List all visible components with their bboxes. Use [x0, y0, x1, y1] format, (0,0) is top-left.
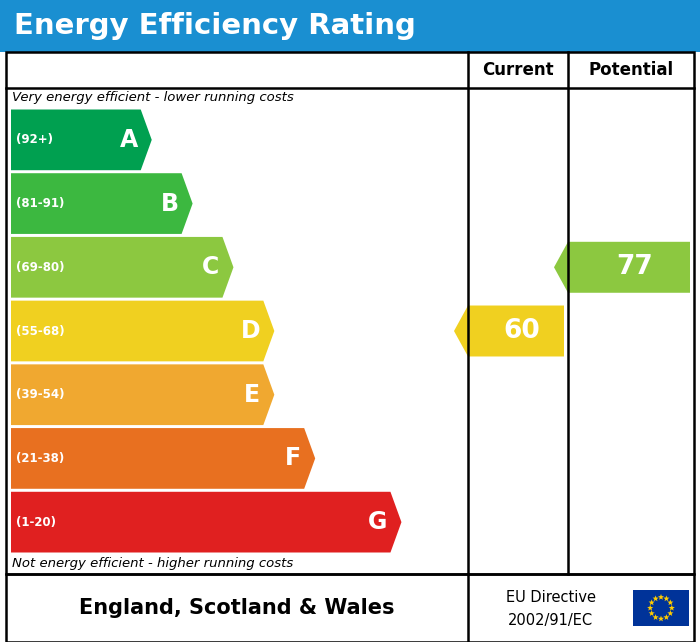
Bar	[0, 0, 700, 52]
Polygon shape	[658, 594, 664, 600]
Text: E: E	[244, 383, 260, 407]
Polygon shape	[664, 595, 669, 602]
Text: (81-91): (81-91)	[16, 197, 64, 210]
Polygon shape	[554, 242, 690, 293]
Text: D: D	[241, 319, 260, 343]
Polygon shape	[11, 300, 274, 361]
Text: B: B	[160, 191, 178, 216]
Polygon shape	[454, 306, 564, 356]
Text: 2002/91/EC: 2002/91/EC	[508, 612, 593, 628]
Polygon shape	[668, 605, 675, 611]
Bar	[633, 590, 689, 626]
Polygon shape	[11, 365, 274, 425]
Polygon shape	[648, 605, 653, 611]
Text: England, Scotland & Wales: England, Scotland & Wales	[79, 598, 395, 618]
Polygon shape	[11, 173, 192, 234]
Polygon shape	[11, 110, 152, 170]
Text: EU Directive: EU Directive	[505, 590, 596, 605]
Polygon shape	[667, 600, 673, 605]
Text: 60: 60	[503, 318, 540, 344]
Text: Potential: Potential	[589, 61, 673, 79]
Text: (39-54): (39-54)	[16, 388, 64, 401]
Text: Not energy efficient - higher running costs: Not energy efficient - higher running co…	[12, 557, 293, 571]
Polygon shape	[11, 492, 401, 553]
Text: A: A	[120, 128, 138, 152]
Polygon shape	[11, 428, 315, 489]
Polygon shape	[11, 237, 234, 298]
Text: (92+): (92+)	[16, 134, 53, 146]
Polygon shape	[652, 595, 659, 602]
Text: (69-80): (69-80)	[16, 261, 64, 273]
Text: F: F	[285, 446, 301, 471]
Polygon shape	[649, 600, 654, 605]
Text: C: C	[202, 256, 220, 279]
Polygon shape	[658, 616, 664, 621]
Text: 77: 77	[617, 254, 653, 281]
Bar	[6, 574, 694, 642]
Polygon shape	[664, 614, 669, 620]
Text: Energy Efficiency Rating: Energy Efficiency Rating	[14, 12, 416, 40]
Text: (1-20): (1-20)	[16, 516, 56, 528]
Polygon shape	[652, 614, 659, 620]
Text: G: G	[368, 510, 387, 534]
Polygon shape	[649, 610, 654, 616]
Text: (55-68): (55-68)	[16, 324, 64, 338]
Text: Very energy efficient - lower running costs: Very energy efficient - lower running co…	[12, 92, 294, 105]
Polygon shape	[667, 610, 673, 616]
Text: (21-38): (21-38)	[16, 452, 64, 465]
Text: Current: Current	[482, 61, 554, 79]
Bar	[6, 52, 694, 574]
